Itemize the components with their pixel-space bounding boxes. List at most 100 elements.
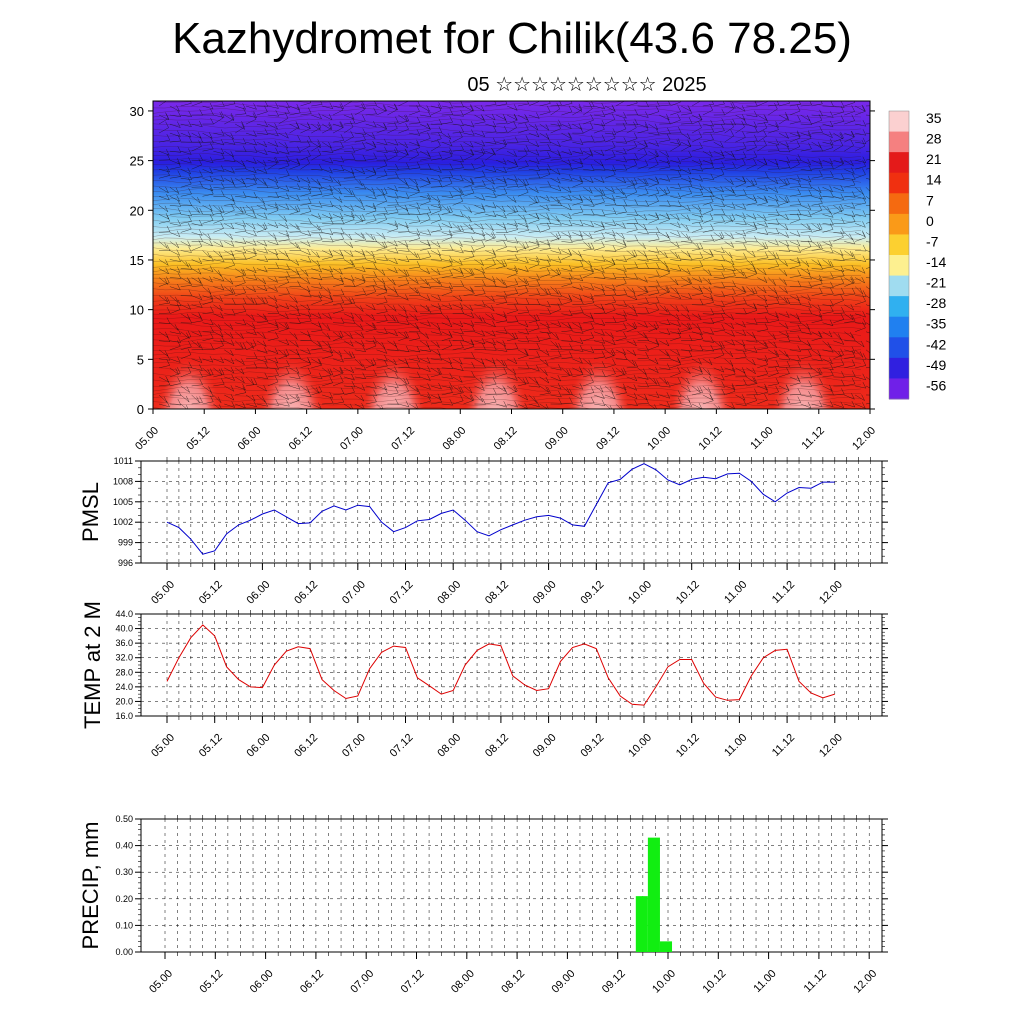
wind-barb-flag <box>362 114 366 121</box>
wind-barb-flag <box>362 154 366 161</box>
wind-barb <box>648 150 659 158</box>
contour-line <box>153 297 862 303</box>
wind-barb-flag <box>522 179 527 186</box>
wind-barb-flag <box>220 222 224 229</box>
wind-barb <box>670 159 681 164</box>
wind-barb-flag <box>754 318 758 325</box>
wind-barb-flag <box>166 149 170 156</box>
wind-barb-flag <box>218 206 222 213</box>
wind-barb <box>865 214 870 215</box>
wind-barb-flag <box>742 203 746 210</box>
wind-barb-flag <box>808 182 812 189</box>
wind-barb <box>735 384 747 387</box>
wind-barb-flag <box>340 375 344 383</box>
wind-barb <box>724 123 736 126</box>
wind-barb-flag <box>294 206 299 213</box>
wind-barb-flag <box>362 133 366 141</box>
wind-barb <box>691 385 701 394</box>
wind-barb-flag <box>687 139 691 146</box>
wind-barb <box>452 187 462 194</box>
wind-barb-flag <box>718 341 723 348</box>
wind-barb <box>778 132 789 139</box>
wind-barb-flag <box>275 331 279 339</box>
wind-barb-flag <box>642 242 646 249</box>
wind-barb <box>670 277 679 286</box>
wind-barb <box>387 268 398 274</box>
wind-barb-flag <box>666 265 671 272</box>
wind-barb-flag <box>862 373 866 380</box>
wind-barb-flag <box>578 105 583 112</box>
wind-barb-flag <box>383 286 388 293</box>
wind-barb <box>637 322 648 328</box>
wind-barb-flag <box>481 384 485 391</box>
wind-barb-flag <box>468 386 473 394</box>
wind-barb <box>757 122 769 125</box>
wind-barb-flag <box>413 306 418 313</box>
wind-barb <box>322 382 333 387</box>
wind-barb <box>735 258 747 260</box>
wind-barb <box>778 196 788 204</box>
wind-barb <box>844 293 856 296</box>
wind-barb-flag <box>547 259 551 267</box>
wind-barb-flag <box>741 105 746 112</box>
wind-barb <box>550 295 562 297</box>
wind-barb-flag <box>187 303 191 310</box>
wind-barb-flag <box>655 195 659 202</box>
wind-barb <box>637 277 648 283</box>
wind-barb <box>224 286 234 294</box>
wind-barb-flag <box>612 272 617 279</box>
wind-barb <box>844 111 855 116</box>
wind-barb <box>615 211 627 215</box>
wind-barb <box>289 385 301 390</box>
wind-barb <box>615 168 627 171</box>
wind-barb <box>474 246 485 251</box>
colorbar-label: -7 <box>926 233 939 249</box>
wind-barb-flag <box>579 274 584 282</box>
wind-barb-flag <box>558 219 562 226</box>
wind-barb <box>539 248 551 251</box>
plot-frame <box>140 460 883 564</box>
wind-barb-flag <box>601 337 606 344</box>
wind-barb <box>430 186 442 188</box>
wind-barb <box>626 322 636 330</box>
wind-barb-flag <box>535 140 539 147</box>
wind-barb <box>691 137 702 143</box>
wind-barb-flag <box>707 369 711 376</box>
wind-barb-flag <box>796 294 800 301</box>
wind-barb <box>702 376 713 383</box>
wind-barb <box>539 123 549 131</box>
wind-barb-flag <box>383 138 388 145</box>
wind-barb-flag <box>710 344 714 352</box>
contour-line <box>153 138 862 144</box>
wind-barb <box>768 214 780 216</box>
wind-barb <box>343 214 355 218</box>
wind-barb <box>343 349 353 358</box>
colorbar-label: -35 <box>926 316 946 332</box>
wind-barb <box>398 313 409 319</box>
wind-barb <box>343 126 354 134</box>
wind-barb <box>789 194 801 197</box>
wind-barb-flag <box>503 179 508 186</box>
wind-barb-flag <box>427 228 431 236</box>
wind-barb <box>278 293 290 296</box>
wind-barb <box>539 168 551 171</box>
wind-barb-flag <box>818 158 823 165</box>
wind-barb-flag <box>427 365 431 372</box>
wind-barb-flag <box>721 272 725 279</box>
wind-barb-flag <box>404 141 408 148</box>
wind-barb <box>354 331 365 339</box>
wind-barb-flag <box>623 112 627 119</box>
wind-barb-flag <box>536 342 541 350</box>
wind-barb-flag <box>829 211 834 218</box>
wind-barb-flag <box>545 376 550 384</box>
wind-barb-flag <box>253 273 258 280</box>
wind-barb-flag <box>785 330 790 337</box>
wind-barb-flag <box>874 161 877 167</box>
wind-barb <box>822 196 834 198</box>
wind-barb-flag <box>525 278 530 285</box>
wind-barb-flag <box>808 342 812 350</box>
wind-barb <box>583 223 594 228</box>
wind-barb-flag <box>166 317 171 324</box>
wind-barb-flag <box>177 130 181 137</box>
wind-barb <box>713 250 725 254</box>
